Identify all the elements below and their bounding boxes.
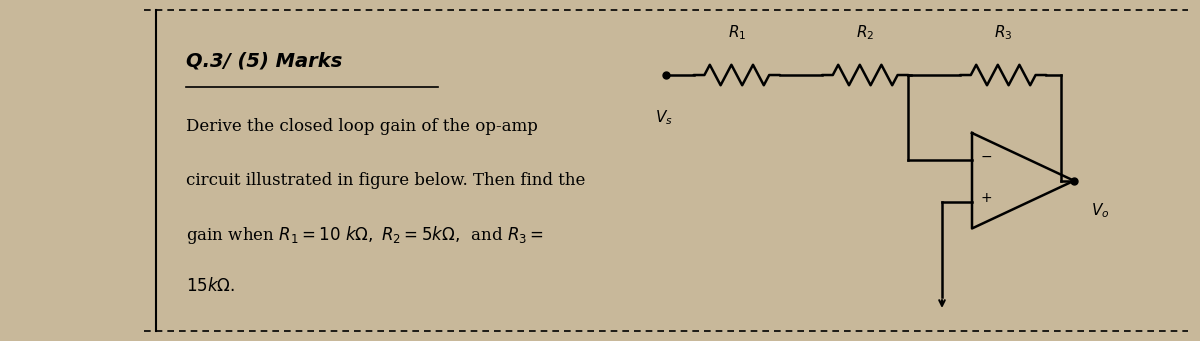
Text: $+$: $+$ (980, 191, 992, 205)
Text: $-$: $-$ (980, 149, 992, 163)
Text: Derive the closed loop gain of the op-amp: Derive the closed loop gain of the op-am… (186, 118, 538, 135)
Text: $V_o$: $V_o$ (1091, 201, 1110, 220)
Text: circuit illustrated in figure below. Then find the: circuit illustrated in figure below. The… (186, 172, 586, 189)
Text: $R_2$: $R_2$ (856, 24, 875, 42)
Text: Q.3/ (5) Marks: Q.3/ (5) Marks (186, 52, 342, 71)
Text: $V_s$: $V_s$ (655, 109, 672, 128)
Text: $15k\Omega.$: $15k\Omega.$ (186, 278, 235, 295)
Text: gain when $R_1 = 10\ k\Omega,\ R_2 = 5k\Omega,\,$ and $R_3 =$: gain when $R_1 = 10\ k\Omega,\ R_2 = 5k\… (186, 224, 544, 246)
Text: $R_1$: $R_1$ (727, 24, 746, 42)
Text: $R_3$: $R_3$ (994, 24, 1013, 42)
